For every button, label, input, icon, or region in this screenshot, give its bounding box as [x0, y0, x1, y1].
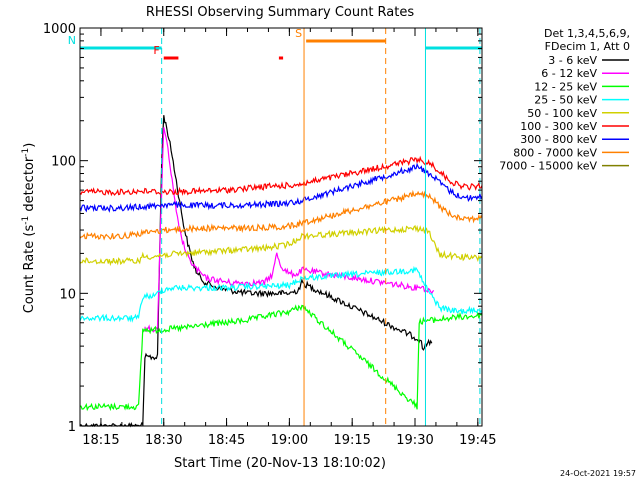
x-axis-label: Start Time (20-Nov-13 18:10:02): [174, 456, 386, 471]
legend-label-4: 50 - 100 keV: [527, 107, 597, 120]
legend-label-0: 3 - 6 keV: [548, 54, 597, 67]
y-tick-label-0: 1: [68, 420, 76, 435]
timestamp: 24-Oct-2021 19:57: [560, 469, 636, 478]
series-5-path: [79, 155, 483, 197]
series-6-path: [79, 162, 483, 213]
y-tick-label-3: 1000: [43, 22, 76, 37]
x-tick-label-1: 18:30: [145, 433, 182, 448]
series-7-path: [79, 189, 483, 241]
flag-S-label: S: [295, 27, 302, 40]
x-tick-label-6: 19:45: [459, 433, 496, 448]
legend-header-1: Det 1,3,4,5,6,9,: [544, 27, 630, 40]
x-tick-label-3: 19:00: [271, 433, 308, 448]
x-tick-label-4: 19:15: [333, 433, 370, 448]
y-tick-label-1: 10: [59, 287, 76, 302]
legend-label-3: 25 - 50 keV: [534, 94, 597, 107]
legend-label-2: 12 - 25 keV: [534, 80, 597, 93]
x-tick-label-0: 18:15: [82, 433, 119, 448]
legend-label-5: 100 - 300 keV: [520, 120, 597, 133]
flag-F-label: F: [153, 44, 159, 57]
series-4-path: [79, 224, 483, 267]
flag-N-label: N: [68, 34, 76, 47]
legend: Det 1,3,4,5,6,9, FDecim 1, Att 0 3 - 6 k…: [499, 27, 630, 173]
legend-label-7: 800 - 7000 keV: [513, 146, 597, 159]
legend-label-6: 300 - 800 keV: [520, 133, 597, 146]
legend-header-2: FDecim 1, Att 0: [545, 40, 630, 53]
series-3-path: [79, 265, 483, 323]
legend-label-8: 7000 - 15000 keV: [499, 160, 597, 173]
series-6-line: [79, 162, 483, 213]
legend-label-1: 6 - 12 keV: [541, 67, 597, 80]
x-tick-label-5: 19:30: [396, 433, 433, 448]
x-tick-label-2: 18:45: [208, 433, 245, 448]
chart-title: RHESSI Observing Summary Count Rates: [146, 5, 415, 20]
plot-area: N F S: [68, 27, 483, 428]
series-7-line: [79, 189, 483, 241]
series-3-line: [79, 265, 483, 323]
y-tick-label-2: 100: [51, 155, 76, 170]
y-axis-label: Count Rate (s-1 detector-1): [21, 143, 37, 314]
plot-frame: [79, 27, 483, 427]
series-5-line: [79, 155, 483, 197]
axes: 18:15 18:30 18:45 19:00 19:15 19:30 19:45 1 10 10…: [43, 22, 497, 448]
series-4-line: [79, 224, 483, 267]
series-2-line: [79, 304, 483, 412]
series-2-path: [79, 304, 483, 412]
